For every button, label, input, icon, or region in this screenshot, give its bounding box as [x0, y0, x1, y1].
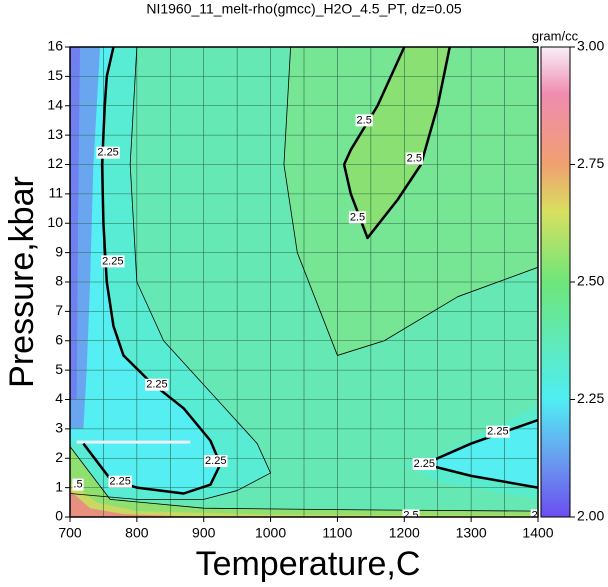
x-axis-label: Temperature,C: [196, 545, 421, 583]
contour-label-bg: [348, 211, 367, 224]
chart-title: NI1960_11_melt-rho(gmcc)_H2O_4.5_PT, dz=…: [146, 1, 462, 17]
y-axis-label: Pressure,kbar: [3, 176, 41, 388]
colorbar-tick-label: 2.50: [577, 273, 604, 289]
colorbar: [540, 46, 571, 518]
colorbar-tick-label: 3.00: [577, 38, 604, 54]
filled-region: [344, 47, 450, 238]
contour-label: .5: [73, 479, 82, 491]
y-tick-label: 16: [47, 38, 63, 54]
contour-line: [283, 47, 538, 356]
contour-label: 2.5: [350, 211, 365, 223]
contour-line: [70, 446, 538, 512]
contour-label: 2.5: [403, 509, 418, 521]
y-tick-label: 13: [47, 126, 63, 142]
x-tick-label: 800: [125, 525, 149, 541]
contour-label-bg: [402, 509, 420, 517]
contour-label-bg: [355, 114, 373, 127]
x-tick-label: 700: [58, 525, 82, 541]
contour-label: 2.25: [97, 147, 118, 159]
y-tick-label: 2: [55, 449, 63, 465]
colorbar-tick-label: 2.25: [577, 390, 604, 406]
contour-label: 2.25: [487, 426, 508, 438]
contour-label-bg: [486, 425, 510, 438]
filled-region: [70, 490, 204, 517]
contour-label: 2.25: [109, 476, 130, 488]
contour-label-bg: [204, 455, 228, 468]
contour-label-bg: [101, 255, 125, 268]
y-tick-label: 15: [47, 67, 63, 83]
y-tick-label: 10: [47, 214, 63, 230]
contour-label: 2.25: [102, 255, 123, 267]
y-tick-label: 8: [55, 273, 63, 289]
y-tick-label: 14: [47, 96, 63, 112]
y-tick-label: 6: [55, 331, 63, 347]
contour-label-bg: [108, 475, 132, 488]
contour-label: 2.25: [414, 458, 435, 470]
x-tick-label: 900: [192, 525, 216, 541]
colorbar-tick-label: 2.75: [577, 155, 604, 171]
contour-label-bg: [412, 458, 437, 471]
contour-label-bg: [145, 378, 169, 391]
filled-region: [70, 47, 221, 494]
x-tick-label: 1200: [389, 525, 420, 541]
y-tick-label: 11: [48, 185, 63, 201]
contour-label: 2.25: [146, 379, 167, 391]
colorbar-tick-label: 2.00: [577, 508, 604, 524]
y-tick-label: 7: [55, 302, 63, 318]
y-tick-label: 12: [47, 155, 63, 171]
contour-line: [70, 47, 271, 500]
contour-label-bg: [530, 509, 538, 517]
contour-label: 2: [532, 509, 538, 521]
x-tick-label: 1100: [322, 525, 352, 541]
plot-area: 2.25 2.25 2.25 2.25 2.25 2.5 2.5 2.5 2.25 2.25 .5 2…: [70, 47, 538, 521]
contour-label-bg: [405, 152, 423, 165]
y-tick-label: 0: [55, 508, 63, 524]
contour-label-bg: [72, 478, 84, 491]
filled-region: [283, 47, 538, 356]
x-tick-label: 1400: [522, 525, 553, 541]
contour-label: 2.25: [205, 455, 226, 467]
contour-label-bg: [96, 146, 120, 159]
x-tick-label: 1000: [255, 525, 286, 541]
y-tick-label: 3: [55, 420, 63, 436]
x-tick-label: 1300: [456, 525, 487, 541]
y-tick-label: 1: [55, 478, 63, 494]
contour-label: 2.5: [407, 153, 422, 165]
y-tick-label: 5: [55, 361, 63, 377]
axes: 700 800 900 1000 1100 1200 1300 140001234567891…: [47, 28, 604, 540]
y-tick-label: 9: [55, 243, 63, 259]
colorbar-label: gram/cc: [532, 28, 579, 43]
contour-label: 2.5: [357, 114, 372, 126]
y-tick-label: 4: [55, 390, 63, 406]
